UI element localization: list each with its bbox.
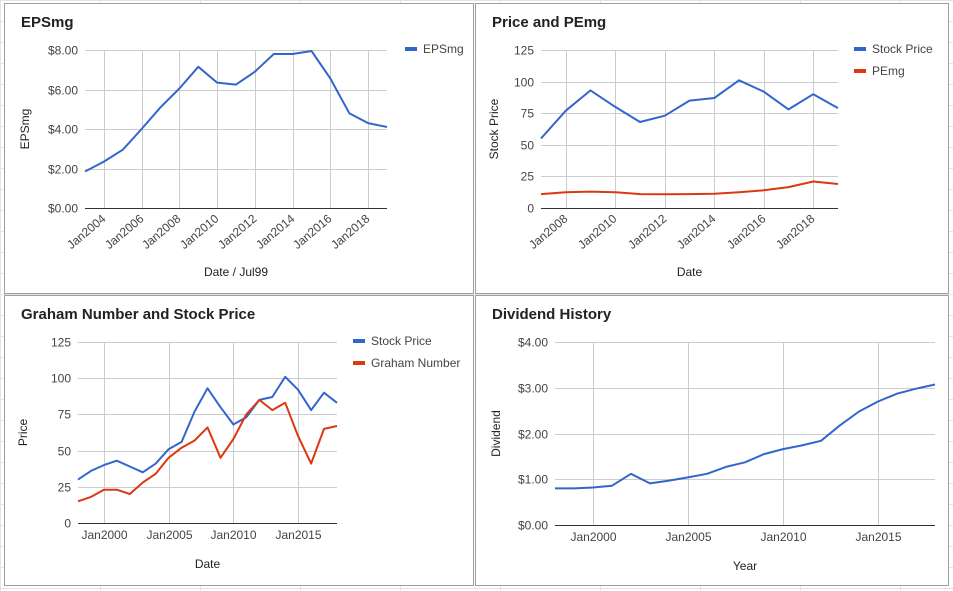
x-tick-label: Jan2015 — [275, 528, 321, 542]
chart-title: Graham Number and Stock Price — [21, 306, 256, 323]
x-tick-label: Jan2004 — [64, 211, 109, 252]
eps-chart-panel: EPSmg $0.00 $2.00 $4.00 $6.00 $8.00 Jan2004 Ja… — [4, 3, 474, 294]
x-tick-label: Jan2012 — [215, 211, 260, 252]
y-tick-label: $2.00 — [518, 428, 548, 442]
x-tick-label: Jan2014 — [253, 211, 298, 252]
x-tick-label: Jan2018 — [773, 211, 818, 252]
legend-swatch — [353, 339, 365, 343]
y-tick-label: 75 — [521, 107, 535, 121]
y-tick-label: 75 — [58, 408, 72, 422]
y-tick-label: $6.00 — [48, 84, 78, 98]
y-tick-label: 25 — [58, 481, 72, 495]
x-tick-label: Jan2006 — [102, 211, 147, 252]
x-tick-label: Jan2008 — [526, 211, 571, 252]
x-tick-label: Jan2014 — [674, 211, 719, 252]
x-tick-label: Jan2010 — [210, 528, 256, 542]
x-tick-label: Jan2005 — [665, 530, 711, 544]
x-tick-label: Jan2010 — [575, 211, 620, 252]
y-tick-label: $8.00 — [48, 44, 78, 58]
y-tick-label: 25 — [521, 170, 535, 184]
x-tick-label: Jan2018 — [328, 211, 373, 252]
x-tick-label: Jan2010 — [760, 530, 806, 544]
x-axis-title: Date — [195, 557, 221, 571]
y-tick-label: 125 — [51, 336, 71, 350]
legend-swatch — [854, 69, 866, 73]
legend-label: Stock Price — [872, 42, 933, 56]
x-tick-label: Jan2000 — [570, 530, 616, 544]
x-tick-label: Jan2016 — [290, 211, 335, 252]
y-axis-title: Stock Price — [487, 98, 501, 159]
chart-title: EPSmg — [21, 14, 74, 31]
y-tick-label: 0 — [527, 202, 534, 216]
series-line-epsmg — [84, 50, 388, 173]
y-tick-label: $0.00 — [518, 519, 548, 533]
series-line-stock-price — [540, 79, 839, 140]
series-line-0 — [555, 383, 936, 490]
y-tick-label: $2.00 — [48, 163, 78, 177]
x-axis-title: Date / Jul99 — [204, 265, 268, 279]
y-tick-label: 100 — [514, 76, 534, 90]
x-axis-title: Date — [677, 265, 703, 279]
series-line-pemg — [540, 180, 839, 196]
series-line-stock-price — [77, 375, 338, 481]
y-tick-label: 0 — [64, 517, 71, 531]
legend-label: PEmg — [872, 64, 905, 78]
y-tick-label: $4.00 — [48, 123, 78, 137]
x-tick-label: Jan2016 — [724, 211, 769, 252]
series-line-graham-number — [77, 398, 338, 503]
x-tick-label: Jan2008 — [139, 211, 184, 252]
x-tick-label: Jan2012 — [625, 211, 670, 252]
legend-swatch — [854, 47, 866, 51]
x-tick-label: Jan2010 — [177, 211, 222, 252]
y-tick-label: $0.00 — [48, 202, 78, 216]
legend-label: EPSmg — [423, 42, 464, 56]
graham-chart-panel: Graham Number and Stock Price 0 25 50 75 100… — [4, 295, 474, 586]
legend-label: Stock Price — [371, 334, 432, 348]
legend-swatch — [353, 361, 365, 365]
y-tick-label: 50 — [521, 139, 535, 153]
y-tick-label: 100 — [51, 372, 71, 386]
y-axis-title: EPSmg — [18, 109, 32, 150]
graham-chart: 0 25 50 75 100 125 Jan2000 Jan2005 Jan2010 Jan201… — [16, 334, 460, 571]
eps-chart: $0.00$2.00$4.00$6.00$8.00Jan2004Jan2006J… — [18, 42, 464, 279]
x-tick-label: Jan2015 — [855, 530, 901, 544]
chart-title: Dividend History — [492, 306, 612, 323]
x-tick-label: Jan2000 — [81, 528, 127, 542]
x-tick-label: Jan2005 — [146, 528, 192, 542]
y-tick-label: $4.00 — [518, 336, 548, 350]
y-axis-title: Dividend — [489, 410, 503, 457]
y-axis-title: Price — [16, 419, 30, 447]
y-tick-label: 125 — [514, 44, 534, 58]
dividend-chart-panel: Dividend History $0.00 $1.00 $2.00 $3.00 $4.… — [475, 295, 949, 586]
price-pe-chart-panel: Price and PEmg 0 25 50 75 100 125 Jan2008 Jan20… — [475, 3, 949, 294]
y-tick-label: 50 — [58, 445, 72, 459]
legend-swatch — [405, 47, 417, 51]
chart-title: Price and PEmg — [492, 14, 607, 31]
dividend-chart: $0.00 $1.00 $2.00 $3.00 $4.00 Jan2000 Jan2005 J… — [489, 336, 936, 573]
x-axis-title: Year — [733, 559, 757, 573]
y-tick-label: $3.00 — [518, 382, 548, 396]
legend-label: Graham Number — [371, 356, 460, 370]
y-tick-label: $1.00 — [518, 473, 548, 487]
